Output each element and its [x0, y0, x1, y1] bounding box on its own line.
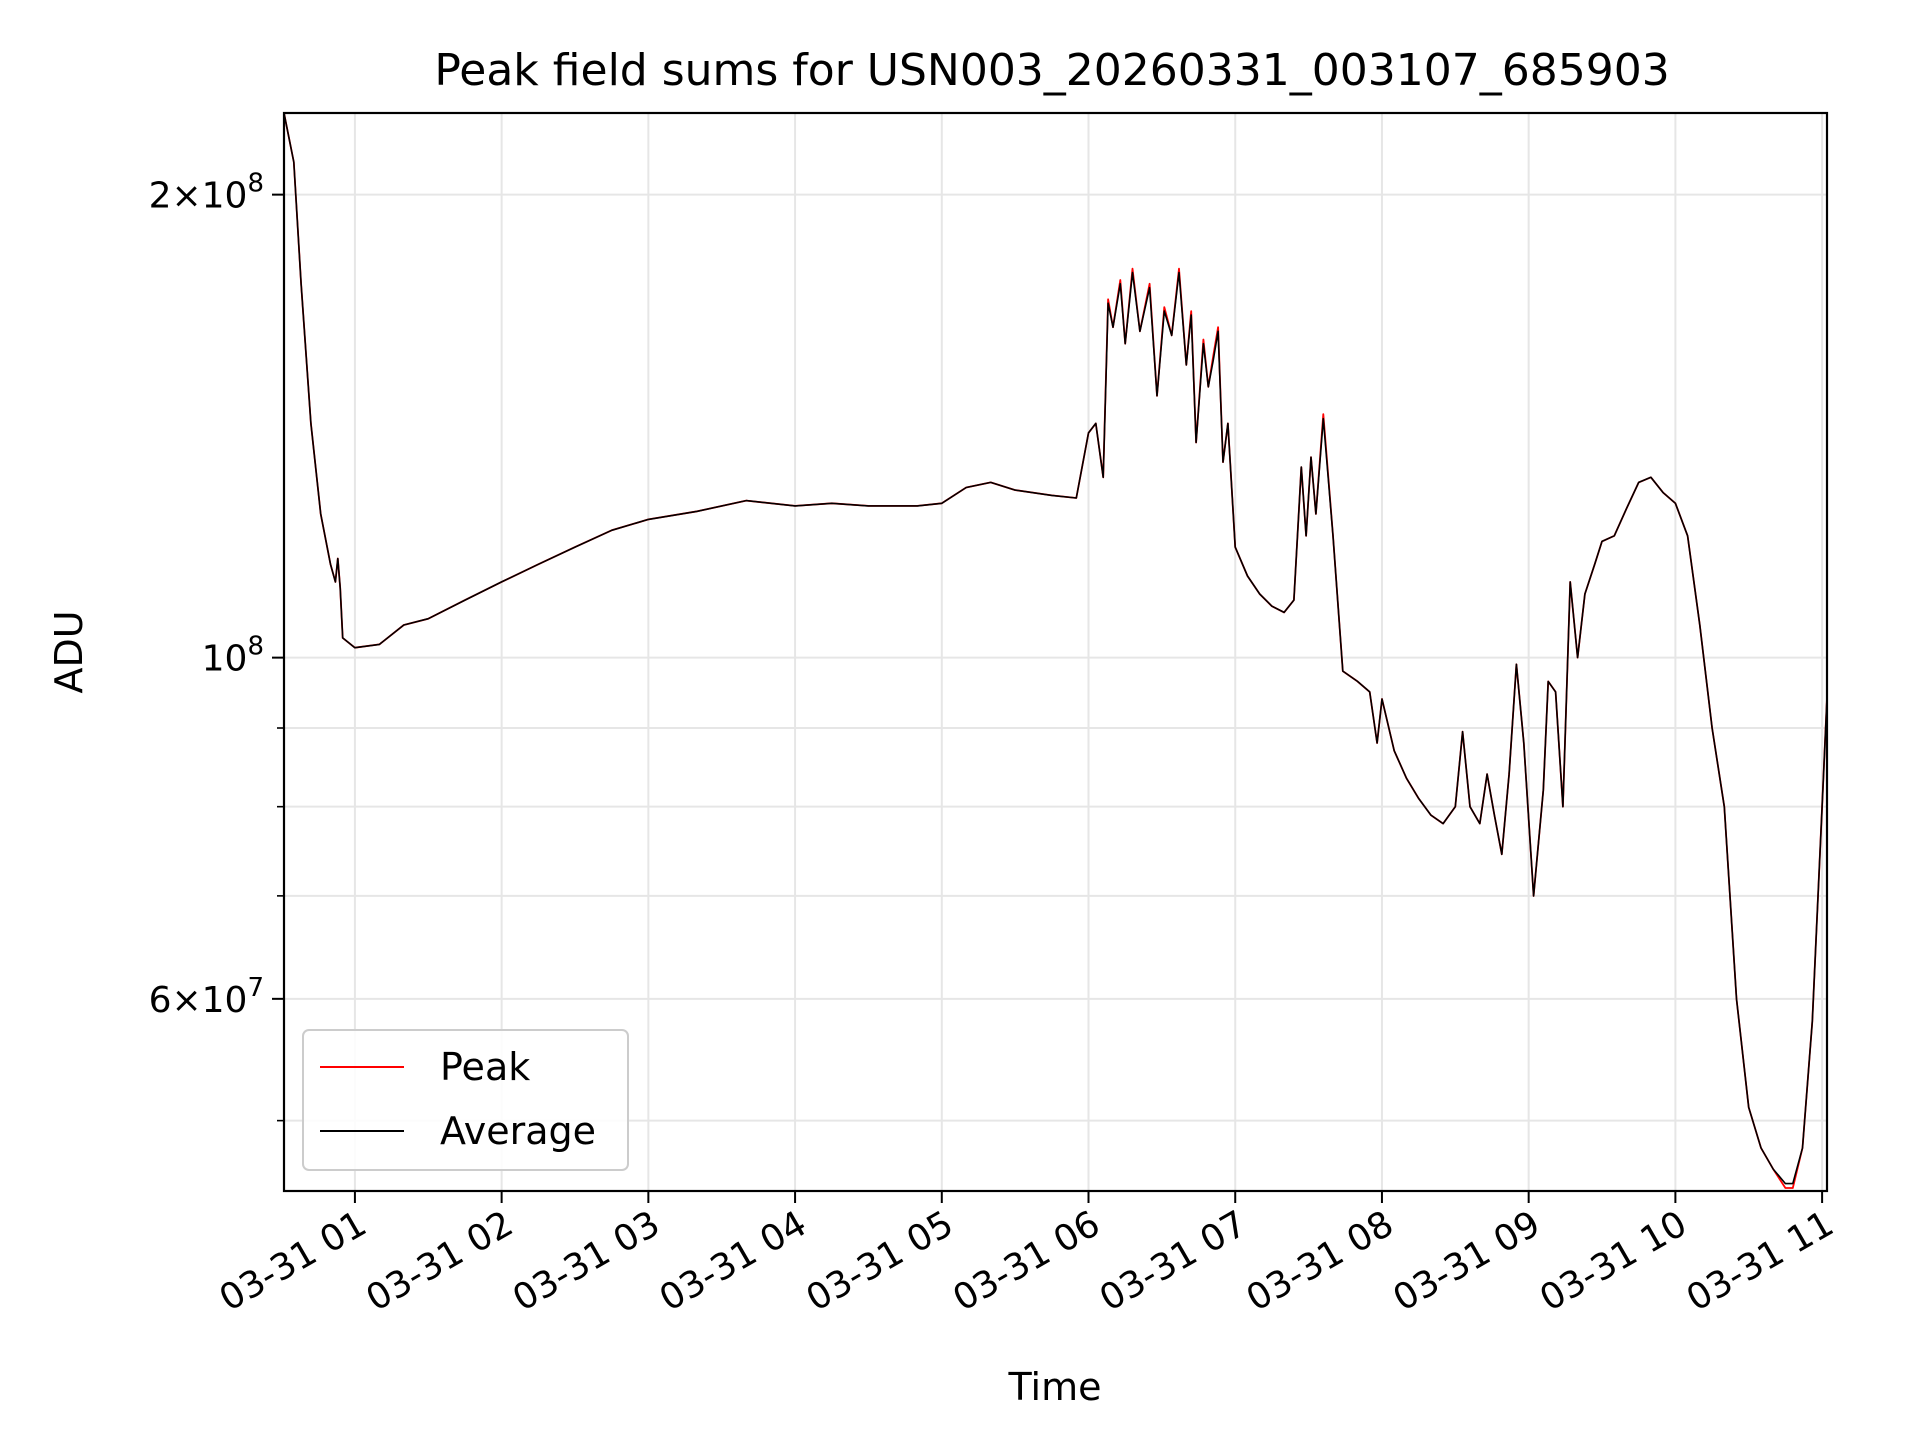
series-line-average	[284, 113, 1827, 1185]
y-tick-label: 6×107	[149, 973, 264, 1021]
legend-box	[302, 1029, 629, 1171]
y-axis-label: ADU	[47, 610, 91, 693]
plot-frame	[282, 111, 1829, 1193]
y-tick-label: 2×108	[149, 169, 264, 217]
chart-title: Peak field sums for USN003_20260331_0031…	[434, 45, 1669, 96]
plot-lines	[284, 113, 1827, 1189]
legend-label-peak: Peak	[440, 1045, 530, 1089]
x-axis-label: Time	[1008, 1365, 1102, 1409]
legend: Peak Average	[302, 1029, 629, 1171]
legend-label-average: Average	[440, 1109, 596, 1153]
